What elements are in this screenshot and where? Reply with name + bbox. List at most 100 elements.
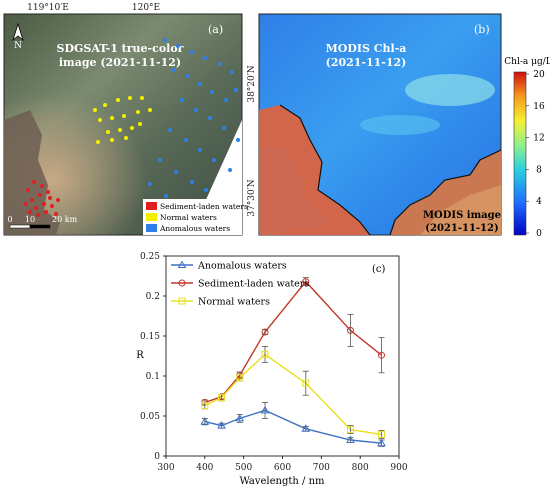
anomalous-point	[172, 68, 176, 72]
sediment-point	[40, 184, 44, 188]
scale-10: 10	[25, 215, 35, 224]
sediment-point	[34, 206, 38, 210]
anomalous-point	[168, 128, 172, 132]
colorbar-tick-label: 12	[533, 134, 544, 144]
coastline-b-right	[389, 149, 502, 236]
legend-label: Normal waters	[198, 297, 270, 308]
data-point	[261, 350, 269, 358]
anomalous-point	[180, 98, 184, 102]
legend-label: Anomalous waters	[197, 261, 287, 272]
anomalous-point	[204, 188, 208, 192]
normal-point	[138, 122, 142, 126]
sediment-point	[32, 180, 36, 184]
colorbar-tick-label: 4	[536, 197, 542, 207]
panel-a-title-2: image (2021-11-12)	[59, 56, 181, 69]
data-point	[302, 278, 310, 286]
bloom-patch-2	[360, 115, 440, 135]
anomalous-point	[210, 90, 214, 94]
colorbar-tick-label: 20	[533, 70, 545, 80]
panel-b-footer-2: (2021-11-12)	[425, 223, 498, 234]
data-point	[346, 426, 354, 434]
normal-point	[140, 96, 144, 100]
anomalous-point	[222, 126, 226, 130]
axes: 300 400 500 600 700 800 900 0 0.05 0.1 0.15 0.2 0.25	[140, 252, 408, 473]
sediment-point	[28, 210, 32, 214]
data-point	[346, 435, 355, 443]
legend-label-anomalous: Anomalous waters	[159, 224, 230, 233]
x-axis-label: Wavelength / nm	[239, 476, 325, 487]
colorbar-tick-label: 16	[533, 102, 545, 112]
panel-c-label: (c)	[372, 264, 386, 275]
normal-point	[98, 118, 102, 122]
normal-point	[122, 114, 126, 118]
legend-swatch-anomalous	[146, 224, 157, 232]
sediment-point	[56, 198, 60, 202]
y-tick-label: 0.25	[140, 252, 160, 262]
panel-a-label: (a)	[208, 23, 223, 36]
normal-point	[96, 140, 100, 144]
anomalous-point	[148, 182, 152, 186]
series-anomalous-waters	[200, 401, 386, 447]
anomalous-point	[163, 38, 167, 42]
x-tick-label: 700	[313, 463, 330, 473]
coastline-b	[279, 104, 371, 236]
anomalous-point	[228, 168, 232, 172]
data-point	[346, 326, 354, 334]
y-tick-label: 0.2	[146, 292, 160, 302]
normal-point	[110, 116, 114, 120]
y-tick-label: 0.05	[140, 412, 160, 422]
sediment-point	[36, 213, 40, 217]
data-point	[200, 417, 210, 425]
data-point	[201, 402, 209, 410]
normal-point	[136, 110, 140, 114]
sediment-point	[44, 210, 48, 214]
data-point	[260, 405, 270, 414]
anomalous-point	[208, 116, 212, 120]
scale-bar: 0 10 20 km	[7, 215, 78, 229]
legend-marker	[178, 279, 186, 287]
anomalous-point	[190, 50, 194, 54]
data-point	[377, 438, 386, 447]
data-point	[235, 413, 245, 422]
y-tick-label: 0.15	[140, 332, 160, 342]
scale-0: 0	[7, 215, 12, 224]
normal-point	[110, 138, 114, 142]
normal-point	[106, 130, 110, 134]
anomalous-point	[164, 194, 168, 198]
data-point	[378, 430, 386, 438]
lat-tick-1: 38°20′N	[247, 65, 257, 102]
anomalous-point	[224, 98, 228, 102]
north-arrow: N	[12, 22, 24, 51]
anomalous-point	[230, 70, 234, 74]
panel-b-label: (b)	[474, 23, 490, 36]
bloom-patch-1	[405, 74, 495, 106]
land-left-inner	[259, 145, 330, 235]
x-tick-label: 400	[196, 463, 213, 473]
panel-b-title-1: MODIS Chl-a	[326, 42, 407, 55]
anomalous-point	[218, 62, 222, 66]
anomalous-point	[234, 88, 238, 92]
legend-label-normal: Normal waters	[160, 213, 217, 222]
chart: 300 400 500 600 700 800 900 0 0.05 0.1 0.15 0.2 0.25…	[136, 252, 408, 487]
legend-label-sediment: Sediment-laden waters	[160, 202, 248, 211]
colorbar-ticks: 20 16 12 8 4 0	[526, 70, 545, 239]
anomalous-point	[186, 74, 190, 78]
panel-b: (b) MODIS Chl-a (2021-11-12) MODIS image…	[258, 13, 550, 239]
sediment-point	[38, 193, 42, 197]
land-right-inner	[420, 185, 501, 235]
y-axis-label: R	[136, 350, 144, 361]
legend-label: Sediment-laden waters	[198, 279, 309, 290]
lon-tick-2: 120°E	[132, 3, 160, 13]
data-point	[218, 394, 226, 402]
data-point	[261, 328, 269, 336]
normal-point	[103, 103, 107, 107]
legend-marker	[177, 260, 187, 268]
anomalous-point	[176, 44, 180, 48]
normal-point	[148, 108, 152, 112]
data-point	[236, 374, 244, 382]
normal-point	[124, 136, 128, 140]
anomalous-point	[236, 138, 240, 142]
colorbar-tick-label: 8	[536, 165, 542, 175]
anomalous-point	[184, 138, 188, 142]
lat-tick-2: 37°30′N	[247, 179, 257, 216]
